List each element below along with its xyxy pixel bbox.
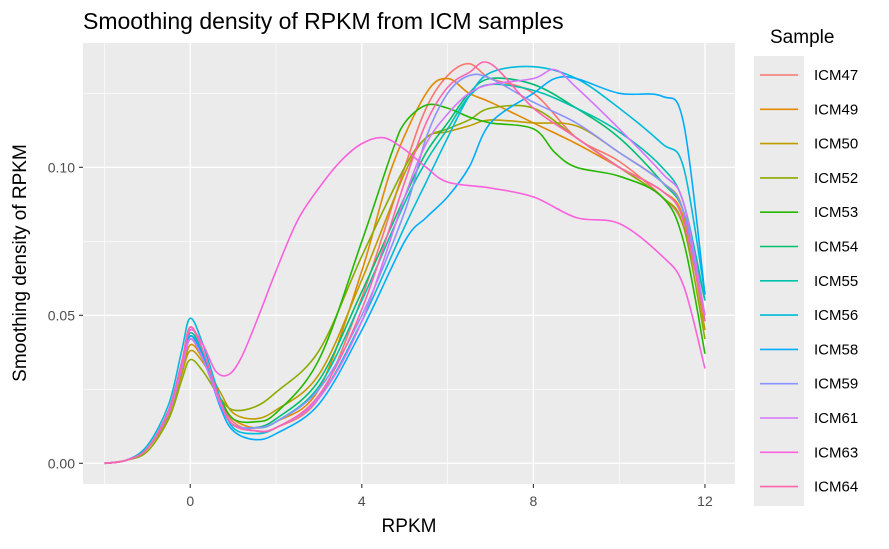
y-axis: 0.00 0.05 0.10 <box>48 159 83 471</box>
legend-label-icm61: ICM61 <box>814 410 858 427</box>
legend-label-icm54: ICM54 <box>814 239 858 256</box>
x-axis-title: RPKM <box>382 516 437 537</box>
y-axis-title: Smoothing density of RPKM <box>10 144 31 382</box>
y-tick-label: 0.10 <box>48 159 75 175</box>
legend-label-icm63: ICM63 <box>814 444 858 461</box>
legend-label-icm52: ICM52 <box>814 170 858 187</box>
legend-label-icm59: ICM59 <box>814 376 858 393</box>
x-tick-label: 12 <box>697 493 713 509</box>
y-tick-label: 0.05 <box>48 307 75 323</box>
legend-label-icm53: ICM53 <box>814 204 858 221</box>
series-line-icm50 <box>104 119 706 465</box>
legend-label-icm56: ICM56 <box>814 307 858 324</box>
x-axis: 0 4 8 12 <box>186 484 713 509</box>
chart-title: Smoothing density of RPKM from ICM sampl… <box>83 8 564 34</box>
minor-gridlines <box>83 43 735 484</box>
density-lines <box>104 61 706 465</box>
legend-label-icm58: ICM58 <box>814 341 858 358</box>
x-tick-label: 4 <box>358 493 366 509</box>
legend-label-icm64: ICM64 <box>814 479 858 496</box>
series-line-icm61 <box>104 68 706 465</box>
legend-title: Sample <box>770 27 834 48</box>
legend-label-icm55: ICM55 <box>814 273 858 290</box>
y-tick-label: 0.00 <box>48 455 75 471</box>
plot-panel <box>83 43 735 484</box>
legend: ICM47 ICM49 ICM50 ICM52 ICM53 ICM54 ICM55 ICM56… <box>760 67 858 496</box>
series-line-icm64 <box>104 61 706 465</box>
x-tick-label: 8 <box>529 493 537 509</box>
legend-label-icm50: ICM50 <box>814 136 858 153</box>
x-tick-label: 0 <box>186 493 194 509</box>
legend-label-icm47: ICM47 <box>814 67 858 84</box>
legend-label-icm49: ICM49 <box>814 101 858 118</box>
